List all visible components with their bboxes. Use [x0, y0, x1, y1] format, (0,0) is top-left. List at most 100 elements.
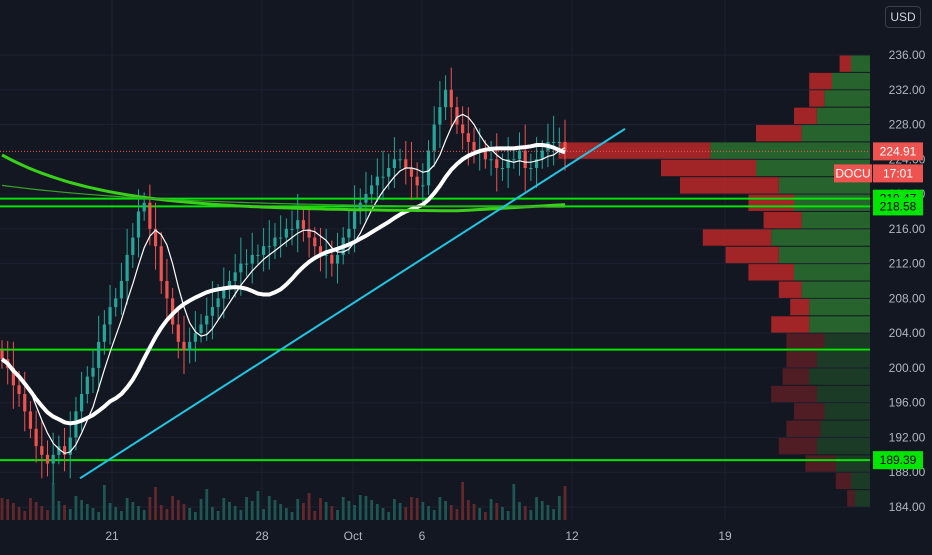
- profile-buy-bar: [809, 368, 870, 385]
- volume-bar: [341, 497, 345, 520]
- candle-body: [131, 237, 135, 255]
- x-tick-label: 19: [718, 529, 732, 543]
- volume-bar: [455, 509, 459, 520]
- candle-body: [449, 89, 453, 108]
- candle-body: [148, 202, 152, 229]
- volume-bar: [108, 503, 112, 520]
- time-axis[interactable]: 21 28 Oct 6 12 19: [105, 529, 732, 543]
- candle-body: [51, 454, 55, 464]
- volume-bar: [444, 501, 447, 520]
- volume-bar: [398, 503, 402, 520]
- candle-body: [500, 168, 505, 169]
- profile-buy-bar: [801, 211, 870, 229]
- y-tick-label: 204.00: [889, 326, 926, 340]
- volume-bar: [188, 508, 192, 520]
- price-axis[interactable]: 236.00232.00228.00224.00220.00216.00212.…: [889, 48, 926, 514]
- candle-body: [318, 246, 323, 255]
- candle-body: [125, 254, 129, 281]
- volume-bar: [216, 511, 220, 520]
- y-tick-label: 208.00: [889, 291, 926, 305]
- candle-body: [307, 228, 311, 238]
- candle-body: [0, 350, 4, 360]
- candle-body: [301, 220, 306, 229]
- level-label-bg: [873, 451, 923, 470]
- candle-body: [472, 141, 476, 151]
- profile-buy-bar: [816, 351, 870, 368]
- candle-body: [267, 246, 271, 248]
- profile-sell-bar: [763, 211, 802, 229]
- level-label: 189.39: [880, 453, 917, 467]
- candle-body: [85, 376, 89, 394]
- candle-body: [23, 394, 27, 412]
- candle-body: [91, 367, 95, 377]
- volume-bar: [370, 500, 374, 520]
- profile-sell-bar: [680, 177, 779, 194]
- last-price-label: 224.91: [880, 144, 917, 158]
- volume-bar: [6, 499, 10, 520]
- volume-bar: [51, 483, 55, 520]
- candle-body: [159, 246, 163, 281]
- candle-body: [80, 394, 84, 412]
- volume-bar: [472, 504, 476, 520]
- volume-bar: [125, 498, 129, 520]
- volume-bar: [279, 504, 283, 520]
- profile-buy-bar: [824, 333, 870, 351]
- profile-sell-bar: [748, 194, 794, 211]
- volume-bar: [85, 504, 89, 520]
- profile-sell-bar: [805, 455, 836, 472]
- candle-body: [279, 237, 283, 239]
- profile-buy-bar: [832, 72, 870, 90]
- profile-sell-bar: [847, 490, 855, 507]
- y-tick-label: 216.00: [889, 222, 926, 236]
- candle-body: [443, 89, 448, 108]
- candle-body: [216, 298, 220, 308]
- profile-sell-bar: [771, 316, 810, 333]
- volume-bar: [114, 507, 118, 520]
- last-price-label-bg: [873, 142, 923, 161]
- candle-body: [409, 168, 414, 177]
- volume-bar: [506, 511, 510, 520]
- countdown-label-bg: [873, 164, 923, 183]
- volume-bar: [489, 499, 493, 520]
- y-tick-label: 200.00: [889, 361, 926, 375]
- candle-body: [290, 228, 294, 230]
- profile-sell-bar: [778, 281, 802, 298]
- profile-sell-bar: [786, 333, 825, 351]
- trendline[interactable]: [79, 128, 626, 480]
- volume-bar: [102, 485, 106, 520]
- volume-bar: [159, 505, 163, 520]
- candle-body: [273, 237, 277, 247]
- profile-sell-bar: [771, 385, 817, 403]
- volume-bar: [546, 505, 550, 520]
- candle-body: [261, 246, 266, 255]
- volume-bar: [273, 500, 277, 520]
- volume-bar: [11, 503, 15, 520]
- volume-bar: [23, 511, 27, 520]
- profile-buy-bar: [816, 107, 870, 125]
- candle-body: [330, 254, 334, 264]
- profile-sell-bar: [794, 403, 825, 420]
- profile-buy-bar: [851, 55, 870, 72]
- volume-bar: [267, 496, 271, 520]
- volume-bar: [68, 509, 72, 520]
- currency-button[interactable]: USD: [885, 6, 921, 28]
- symbol-label: DOCU: [835, 166, 870, 180]
- level-label-bg: [873, 197, 923, 216]
- candle-body: [512, 159, 516, 161]
- volume-bar: [199, 499, 203, 520]
- volume-bar: [392, 499, 396, 520]
- candle-body: [375, 176, 379, 186]
- y-tick-label: 236.00: [889, 48, 926, 62]
- candle-body: [335, 254, 340, 264]
- candle-body: [227, 281, 232, 290]
- volume-bar: [34, 502, 38, 520]
- candle-body: [11, 367, 15, 386]
- profile-buy-bar: [835, 455, 870, 472]
- candle-body: [114, 298, 118, 308]
- profile-buy-bar: [794, 194, 870, 211]
- candle-body: [489, 159, 493, 161]
- x-tick-label: 12: [565, 529, 579, 543]
